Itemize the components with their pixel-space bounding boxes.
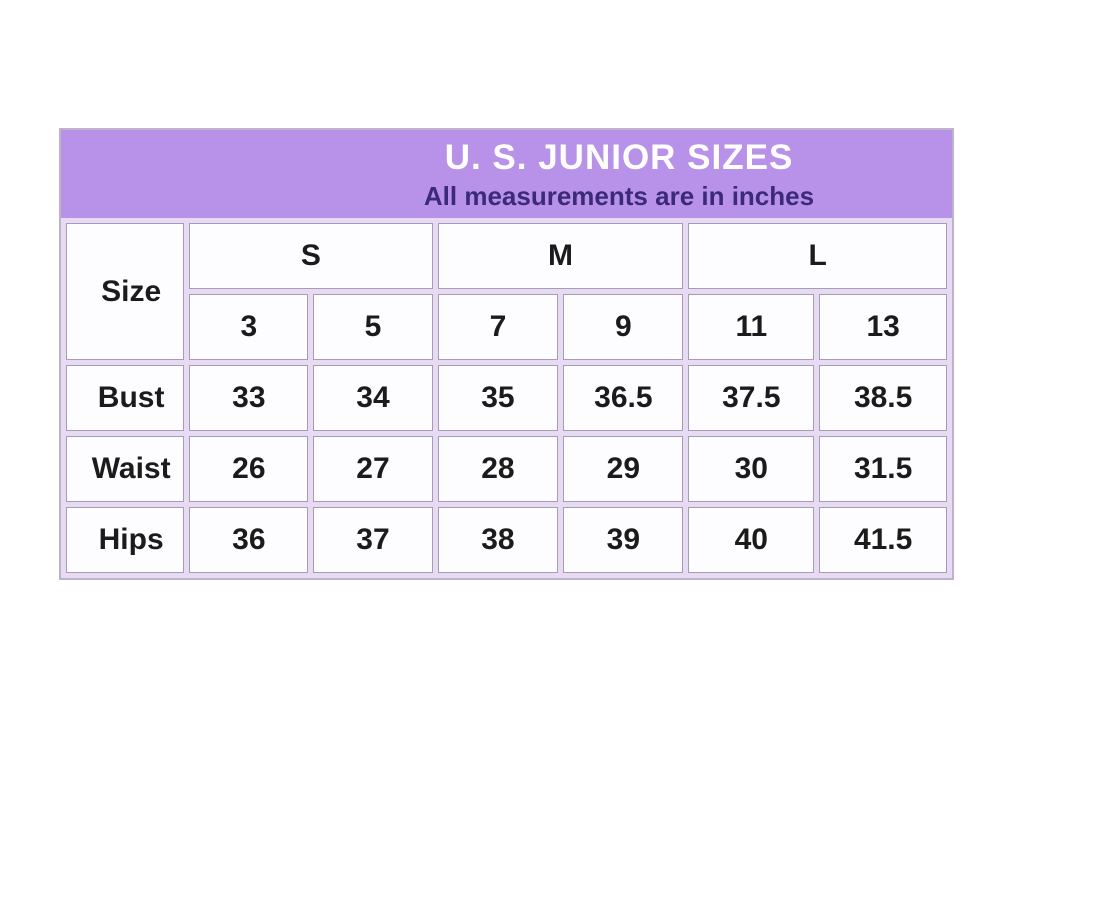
row-label-waist: Waist xyxy=(66,436,185,502)
size-col-9: 9 xyxy=(563,294,684,360)
cell-bust-size3: 33 xyxy=(189,365,309,431)
cell-hips-size5: 37 xyxy=(313,507,433,573)
row-label-bust: Bust xyxy=(66,365,185,431)
corner-cell-size: Size xyxy=(66,223,185,360)
size-col-11: 11 xyxy=(688,294,815,360)
cell-hips-size9: 39 xyxy=(563,507,684,573)
table-row-hips: Hips 36 37 38 39 40 41.5 xyxy=(66,507,947,573)
cell-bust-size9: 36.5 xyxy=(563,365,684,431)
table-row-waist: Waist 26 27 28 29 30 31.5 xyxy=(66,436,947,502)
cell-bust-size11: 37.5 xyxy=(688,365,815,431)
cell-hips-size13: 41.5 xyxy=(819,507,947,573)
group-header-m: M xyxy=(437,223,684,289)
cell-waist-size7: 28 xyxy=(437,436,559,502)
chart-header-band: U. S. JUNIOR SIZES All measurements are … xyxy=(61,130,952,218)
size-number-row: 3 5 7 9 11 13 xyxy=(66,294,947,360)
size-col-3: 3 xyxy=(189,294,309,360)
cell-waist-size5: 27 xyxy=(313,436,433,502)
group-header-row: Size S M L xyxy=(66,223,947,360)
group-header-l: L xyxy=(688,223,947,289)
cell-hips-size3: 36 xyxy=(189,507,309,573)
size-col-7: 7 xyxy=(437,294,559,360)
cell-bust-size5: 34 xyxy=(313,365,433,431)
cell-waist-size9: 29 xyxy=(563,436,684,502)
junior-sizes-chart: U. S. JUNIOR SIZES All measurements are … xyxy=(59,128,954,580)
chart-title: U. S. JUNIOR SIZES xyxy=(444,138,794,177)
cell-bust-size13: 38.5 xyxy=(819,365,947,431)
size-table: Size S M L 3 5 7 9 11 13 Bust 33 34 35 3… xyxy=(61,218,952,578)
table-row-bust: Bust 33 34 35 36.5 37.5 38.5 xyxy=(66,365,947,431)
cell-waist-size13: 31.5 xyxy=(819,436,947,502)
cell-waist-size3: 26 xyxy=(189,436,309,502)
cell-bust-size7: 35 xyxy=(437,365,559,431)
cell-hips-size11: 40 xyxy=(688,507,815,573)
cell-hips-size7: 38 xyxy=(437,507,559,573)
size-col-13: 13 xyxy=(819,294,947,360)
group-header-s: S xyxy=(189,223,433,289)
size-col-5: 5 xyxy=(313,294,433,360)
cell-waist-size11: 30 xyxy=(688,436,815,502)
chart-subtitle: All measurements are in inches xyxy=(423,181,815,211)
row-label-hips: Hips xyxy=(66,507,185,573)
